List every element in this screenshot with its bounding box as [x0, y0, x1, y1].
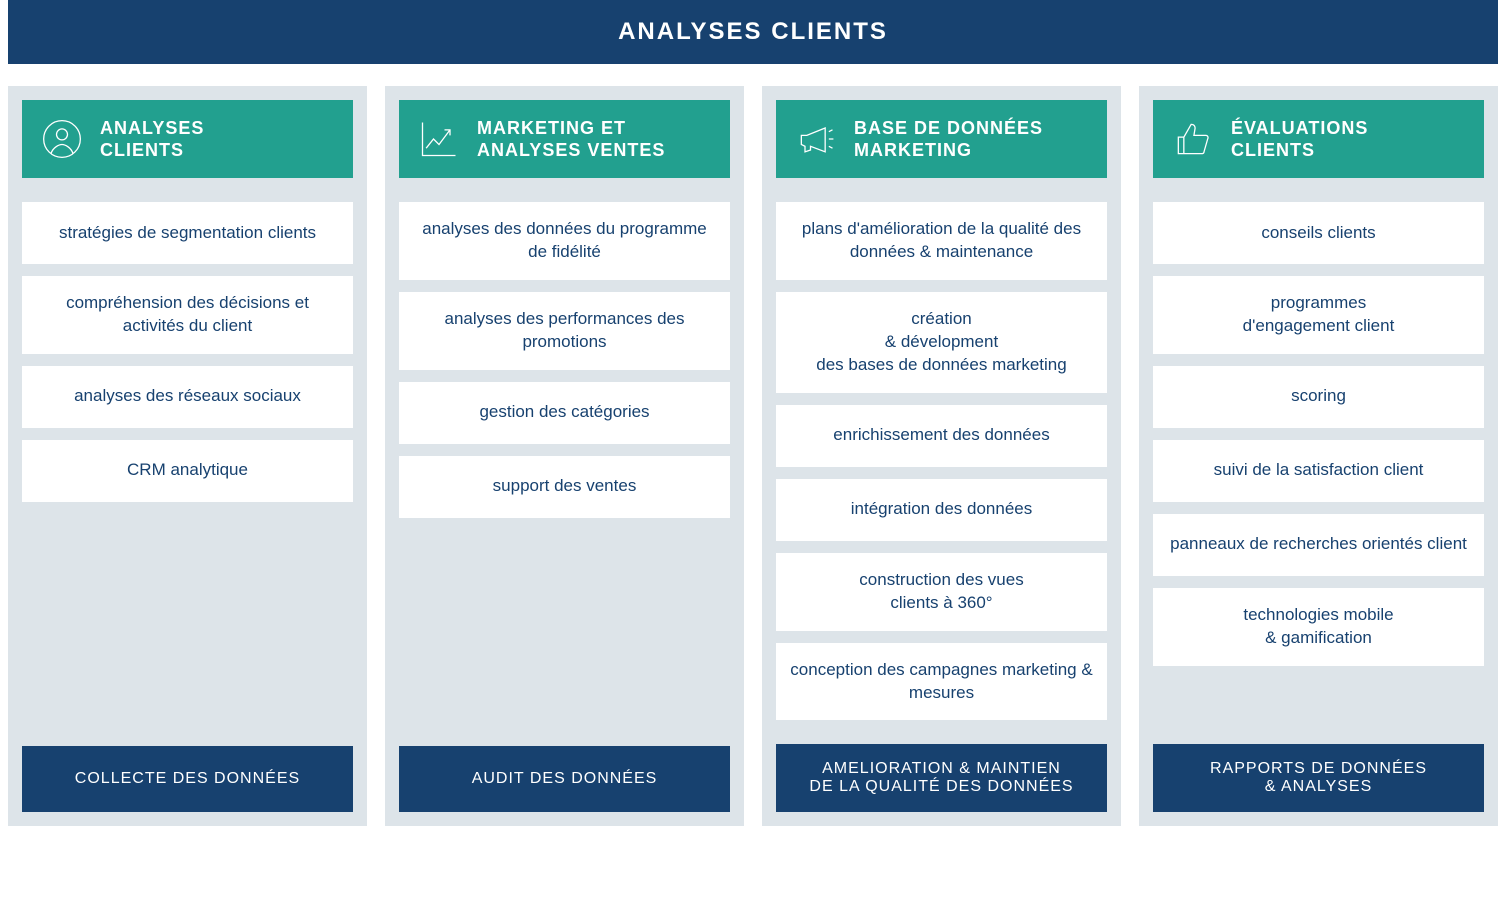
- list-item: scoring: [1153, 366, 1484, 428]
- list-item: conception des campagnes marketing & mes…: [776, 643, 1107, 721]
- list-item: plans d'amélioration de la qualité des d…: [776, 202, 1107, 280]
- columns-container: ANALYSES CLIENTS stratégies de segmentat…: [8, 86, 1498, 826]
- column-header-title: ÉVALUATIONS CLIENTS: [1231, 117, 1368, 162]
- list-item: intégration des données: [776, 479, 1107, 541]
- column-evaluations-clients: ÉVALUATIONS CLIENTS conseils clients pro…: [1139, 86, 1498, 826]
- column-header: ÉVALUATIONS CLIENTS: [1153, 100, 1484, 178]
- list-item: panneaux de recherches orientés client: [1153, 514, 1484, 576]
- megaphone-icon: [792, 115, 840, 163]
- thumbs-up-icon: [1169, 115, 1217, 163]
- column-items: analyses des données du programme de fid…: [399, 202, 730, 722]
- column-items: stratégies de segmentation clients compr…: [22, 202, 353, 722]
- page-title: ANALYSES CLIENTS: [8, 0, 1498, 64]
- column-header-title: MARKETING ET ANALYSES VENTES: [477, 117, 665, 162]
- column-footer: AMELIORATION & MAINTIEN DE LA QUALITÉ DE…: [776, 744, 1107, 812]
- column-footer: COLLECTE DES DONNÉES: [22, 746, 353, 812]
- list-item: technologies mobile & gamification: [1153, 588, 1484, 666]
- list-item: gestion des catégories: [399, 382, 730, 444]
- list-item: compréhension des décisions et activités…: [22, 276, 353, 354]
- column-items: conseils clients programmes d'engagement…: [1153, 202, 1484, 720]
- column-base-donnees-marketing: BASE DE DONNÉES MARKETING plans d'amélio…: [762, 86, 1121, 826]
- column-header-title: ANALYSES CLIENTS: [100, 117, 204, 162]
- column-footer: AUDIT DES DONNÉES: [399, 746, 730, 812]
- person-circle-icon: [38, 115, 86, 163]
- list-item: création & dévelopment des bases de donn…: [776, 292, 1107, 393]
- column-footer: RAPPORTS DE DONNÉES & ANALYSES: [1153, 744, 1484, 812]
- list-item: analyses des réseaux sociaux: [22, 366, 353, 428]
- list-item: programmes d'engagement client: [1153, 276, 1484, 354]
- list-item: CRM analytique: [22, 440, 353, 502]
- column-marketing-ventes: MARKETING ET ANALYSES VENTES analyses de…: [385, 86, 744, 826]
- list-item: support des ventes: [399, 456, 730, 518]
- list-item: analyses des performances des promotions: [399, 292, 730, 370]
- list-item: suivi de la satisfaction client: [1153, 440, 1484, 502]
- list-item: enrichissement des données: [776, 405, 1107, 467]
- list-item: stratégies de segmentation clients: [22, 202, 353, 264]
- column-analyses-clients: ANALYSES CLIENTS stratégies de segmentat…: [8, 86, 367, 826]
- column-header: MARKETING ET ANALYSES VENTES: [399, 100, 730, 178]
- column-header: BASE DE DONNÉES MARKETING: [776, 100, 1107, 178]
- list-item: construction des vues clients à 360°: [776, 553, 1107, 631]
- column-items: plans d'amélioration de la qualité des d…: [776, 202, 1107, 720]
- column-header: ANALYSES CLIENTS: [22, 100, 353, 178]
- list-item: conseils clients: [1153, 202, 1484, 264]
- growth-chart-icon: [415, 115, 463, 163]
- list-item: analyses des données du programme de fid…: [399, 202, 730, 280]
- column-header-title: BASE DE DONNÉES MARKETING: [854, 117, 1043, 162]
